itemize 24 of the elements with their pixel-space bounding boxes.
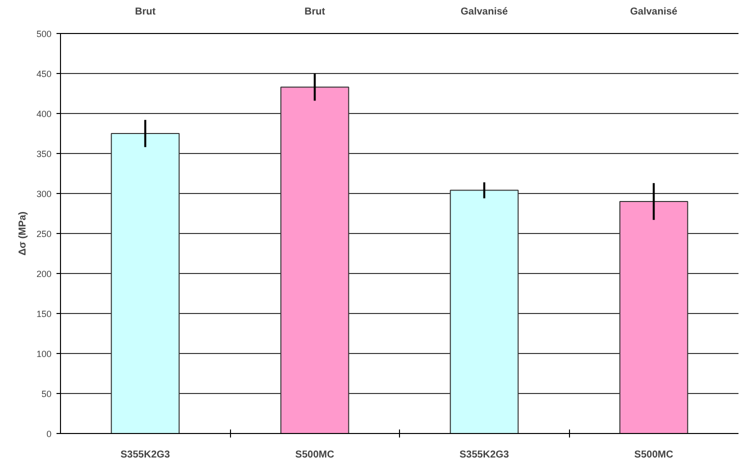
y-tick-label: 350 — [36, 149, 52, 159]
y-tick-label: 400 — [36, 109, 52, 119]
y-tick-label: 50 — [41, 389, 52, 399]
bar — [450, 190, 519, 434]
y-tick-label: 300 — [36, 189, 52, 199]
y-tick-label: 100 — [36, 349, 52, 359]
y-axis-title: Δσ (MPa) — [17, 211, 28, 256]
y-tick-label: 500 — [36, 29, 52, 39]
bar — [619, 201, 688, 434]
text: Galvanisé — [630, 6, 678, 18]
text: Galvanisé — [460, 6, 508, 18]
text: Brut — [134, 6, 156, 18]
y-tick-label: 250 — [36, 229, 52, 239]
y-tick-label: 450 — [36, 69, 52, 79]
text: Brut — [304, 6, 326, 18]
y-tick-label: 150 — [36, 309, 52, 319]
x-tick-label: S500MC — [295, 450, 334, 460]
y-tick-label: 0 — [46, 429, 52, 439]
x-tick-label: S500MC — [634, 450, 674, 460]
bar — [110, 133, 180, 434]
y-tick-label: 200 — [36, 269, 52, 279]
x-tick-label: S355K2G3 — [460, 450, 510, 460]
x-tick-label: S355K2G3 — [120, 450, 170, 460]
bar — [280, 86, 350, 434]
